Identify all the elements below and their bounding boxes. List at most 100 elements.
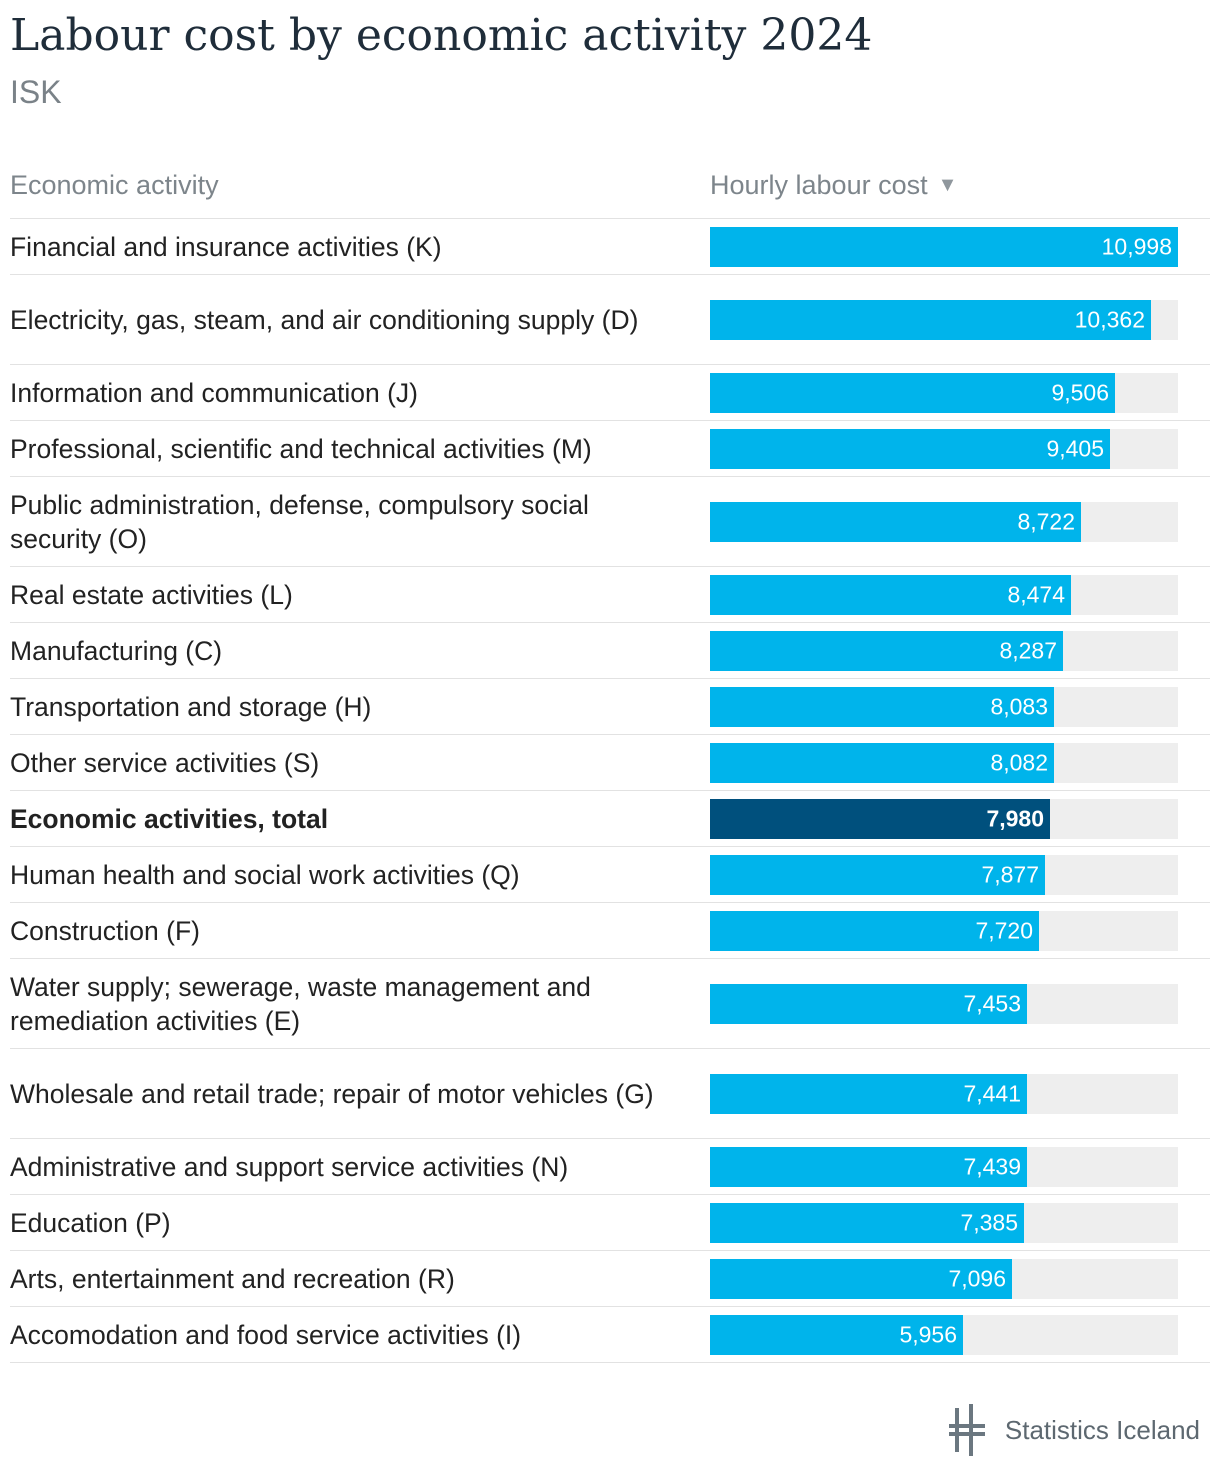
- bar-track: 9,405: [710, 428, 1178, 469]
- bar-value-label: 7,720: [975, 917, 1033, 943]
- bar[interactable]: 8,722: [710, 501, 1081, 542]
- table-row[interactable]: Financial and insurance activities (K) 10…: [10, 219, 1210, 275]
- bar-value-label: 8,082: [990, 749, 1048, 775]
- bar-value-label: 10,362: [1074, 306, 1145, 332]
- bar-value-label: 7,877: [981, 861, 1039, 887]
- bar[interactable]: 7,439: [710, 1146, 1027, 1187]
- table-row[interactable]: Wholesale and retail trade; repair of mo…: [10, 1049, 1210, 1139]
- bar-track: 8,083: [710, 686, 1178, 727]
- bar[interactable]: 7,980: [710, 798, 1050, 839]
- table-row[interactable]: Real estate activities (L) 8,474: [10, 567, 1210, 623]
- bar-track: 8,474: [710, 574, 1178, 615]
- bar-track: 8,722: [710, 501, 1178, 542]
- bar[interactable]: 8,474: [710, 574, 1071, 615]
- bar[interactable]: 10,362: [710, 299, 1151, 340]
- bar[interactable]: 8,082: [710, 742, 1054, 783]
- bar-track: 7,453: [710, 983, 1178, 1024]
- table-row[interactable]: Human health and social work activities …: [10, 847, 1210, 903]
- bar-value-label: 9,405: [1046, 435, 1104, 461]
- table-row[interactable]: Transportation and storage (H) 8,083: [10, 679, 1210, 735]
- bar-value-label: 7,980: [986, 805, 1044, 831]
- row-label: Information and communication (J): [10, 377, 418, 408]
- bar-track: 10,362: [710, 299, 1178, 340]
- bar-value-label: 7,439: [963, 1153, 1021, 1179]
- row-label: Wholesale and retail trade; repair of mo…: [10, 1078, 654, 1109]
- column-header-value-label: Hourly labour cost: [710, 170, 928, 200]
- bar-track: 9,506: [710, 372, 1178, 413]
- bar-value-label: 9,506: [1051, 379, 1109, 405]
- bar-value-label: 10,998: [1101, 233, 1172, 259]
- bar[interactable]: 7,877: [710, 854, 1045, 895]
- row-label: Manufacturing (C): [10, 635, 223, 666]
- bar[interactable]: 8,287: [710, 630, 1063, 671]
- bar-track: 7,441: [710, 1073, 1178, 1114]
- bar-track: 7,439: [710, 1146, 1178, 1187]
- row-label: Construction (F): [10, 915, 200, 946]
- bar-track: 8,287: [710, 630, 1178, 671]
- triangle-down-icon[interactable]: ▼: [937, 174, 958, 196]
- row-label: Education (P): [10, 1207, 171, 1238]
- logo-text: Statistics Iceland: [1004, 1414, 1200, 1445]
- bar[interactable]: 7,441: [710, 1073, 1027, 1114]
- data-table: Financial and insurance activities (K) 10…: [10, 218, 1210, 1363]
- bar-track: 7,980: [710, 798, 1178, 839]
- table-row[interactable]: Construction (F) 7,720: [10, 903, 1210, 959]
- table-row[interactable]: Public administration, defense, compulso…: [10, 477, 1210, 567]
- chart-title: Labour cost by economic activity 2024: [10, 10, 873, 61]
- bar[interactable]: 7,096: [710, 1258, 1012, 1299]
- bar[interactable]: 9,506: [710, 372, 1115, 413]
- bar[interactable]: 8,083: [710, 686, 1054, 727]
- row-label: Other service activities (S): [10, 747, 320, 778]
- table-row[interactable]: Economic activities, total 7,980: [10, 791, 1210, 847]
- bar-track: 5,956: [710, 1314, 1178, 1355]
- table-row[interactable]: Electricity, gas, steam, and air conditi…: [10, 275, 1210, 365]
- table-row[interactable]: Other service activities (S) 8,082: [10, 735, 1210, 791]
- table-row[interactable]: Water supply; sewerage, waste management…: [10, 959, 1210, 1049]
- table-row[interactable]: Information and communication (J) 9,506: [10, 365, 1210, 421]
- statistics-iceland-logo: Statistics Iceland: [948, 1404, 1200, 1456]
- bar-value-label: 8,474: [1007, 581, 1065, 607]
- row-label: Electricity, gas, steam, and air conditi…: [10, 304, 639, 335]
- table-row[interactable]: Professional, scientific and technical a…: [10, 421, 1210, 477]
- row-label: Transportation and storage (H): [10, 691, 372, 722]
- row-label: Water supply; sewerage, waste management…: [10, 971, 591, 1036]
- bar-track: 7,720: [710, 910, 1178, 951]
- row-label: Public administration, defense, compulso…: [10, 489, 589, 554]
- bar-value-label: 5,956: [899, 1321, 957, 1347]
- row-label: Arts, entertainment and recreation (R): [10, 1263, 455, 1294]
- bar-value-label: 7,385: [960, 1209, 1018, 1235]
- bar-track: 8,082: [710, 742, 1178, 783]
- bar-value-label: 7,453: [963, 990, 1021, 1016]
- table-row[interactable]: Accomodation and food service activities…: [10, 1307, 1210, 1363]
- bar-value-label: 7,441: [963, 1080, 1021, 1106]
- bar-value-label: 8,083: [990, 693, 1048, 719]
- bar-value-label: 8,287: [999, 637, 1057, 663]
- row-label: Professional, scientific and technical a…: [10, 433, 592, 464]
- bar[interactable]: 9,405: [710, 428, 1110, 469]
- table-row[interactable]: Arts, entertainment and recreation (R) 7,…: [10, 1251, 1210, 1307]
- chart-subtitle: ISK: [10, 74, 62, 110]
- bar-track: 10,998: [710, 226, 1178, 267]
- bar[interactable]: 7,453: [710, 983, 1027, 1024]
- table-row[interactable]: Manufacturing (C) 8,287: [10, 623, 1210, 679]
- bar-value-label: 8,722: [1017, 508, 1075, 534]
- bar-track: 7,096: [710, 1258, 1178, 1299]
- statistics-iceland-logo-icon: [948, 1404, 985, 1456]
- bar[interactable]: 10,998: [710, 226, 1178, 267]
- bar[interactable]: 7,720: [710, 910, 1039, 951]
- table-row[interactable]: Education (P) 7,385: [10, 1195, 1210, 1251]
- bar[interactable]: 5,956: [710, 1314, 963, 1355]
- bar-track: 7,877: [710, 854, 1178, 895]
- column-header-activity[interactable]: Economic activity: [10, 170, 219, 200]
- row-label: Real estate activities (L): [10, 579, 293, 610]
- table-row[interactable]: Administrative and support service activ…: [10, 1139, 1210, 1195]
- bar-value-label: 7,096: [948, 1265, 1006, 1291]
- column-header-hourly-labour-cost[interactable]: Hourly labour cost ▼: [710, 170, 957, 201]
- bar[interactable]: 7,385: [710, 1202, 1024, 1243]
- bar-track: 7,385: [710, 1202, 1178, 1243]
- row-label: Human health and social work activities …: [10, 859, 520, 890]
- row-label: Accomodation and food service activities…: [10, 1319, 522, 1350]
- row-label: Administrative and support service activ…: [10, 1151, 569, 1182]
- row-label: Financial and insurance activities (K): [10, 231, 442, 262]
- row-label: Economic activities, total: [10, 803, 329, 834]
